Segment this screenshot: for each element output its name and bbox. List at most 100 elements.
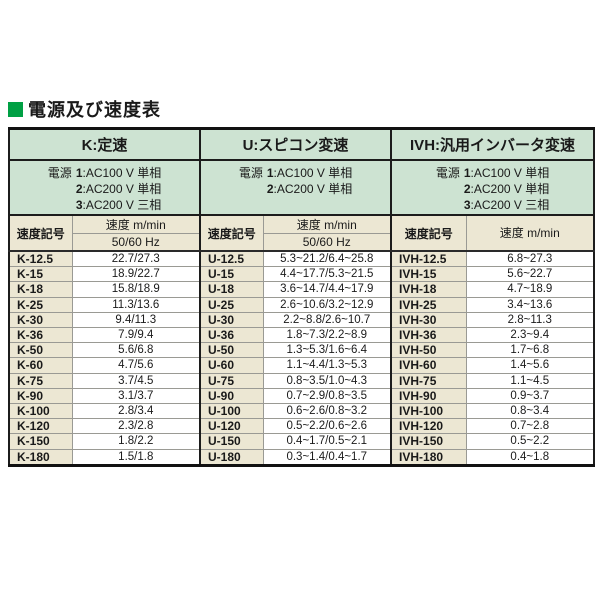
power-label: 電源 xyxy=(47,166,72,180)
speed-value-cell: 9.4/11.3 xyxy=(71,311,201,328)
speed-code-cell: U-25 xyxy=(199,296,264,313)
speed-column-header: 速度 m/min 50/60 Hz xyxy=(262,215,392,252)
speed-code-cell: K-60 xyxy=(9,357,72,374)
power-label: 電源 xyxy=(238,166,263,180)
table-row: K-120 2.3/2.8 U-120 0.5~2.2/0.6~2.6 IVH-120 0… xyxy=(9,418,595,434)
speed-value-cell: 4.4~17.7/5.3~21.5 xyxy=(262,266,392,282)
section-header-ivh: IVH:汎用インバータ変速 xyxy=(390,128,595,161)
speed-column-header: 速度 m/min 50/60 Hz xyxy=(71,215,201,252)
speed-code-cell: K-180 xyxy=(9,448,72,466)
speed-code-cell: IVH-50 xyxy=(390,342,467,358)
speed-value-cell: 1.1~4.4/1.3~5.3 xyxy=(262,357,392,374)
speed-code-cell: U-100 xyxy=(199,403,264,419)
speed-value-cell: 22.7/27.3 xyxy=(71,251,201,267)
speed-code-cell: U-30 xyxy=(199,311,264,328)
speed-value-cell: 2.3/2.8 xyxy=(71,418,201,434)
speed-value-cell: 2.8~11.3 xyxy=(465,311,595,328)
speed-code-cell: K-36 xyxy=(9,327,72,343)
speed-value-cell: 6.8~27.3 xyxy=(465,251,595,267)
power-cell-k: 電源 1:AC100 V 単相 2:AC200 V 単相 3:AC200 V 三… xyxy=(9,160,201,216)
speed-value-cell: 18.9/22.7 xyxy=(71,266,201,282)
speed-value-cell: 4.7~18.9 xyxy=(465,281,595,298)
power-options: 1:AC100 V 単相 2:AC200 V 単相 3:AC200 V 三相 xyxy=(75,166,162,212)
speed-code-cell: IVH-36 xyxy=(390,327,467,343)
speed-code-cell: IVH-100 xyxy=(390,403,467,419)
speed-code-cell: K-100 xyxy=(9,403,72,419)
speed-value-cell: 1.5/1.8 xyxy=(71,448,201,466)
speed-value-cell: 15.8/18.9 xyxy=(71,281,201,298)
speed-value-cell: 0.3~1.4/0.4~1.7 xyxy=(262,448,392,466)
speed-code-cell: U-60 xyxy=(199,357,264,374)
section-title: 電源及び速度表 xyxy=(8,96,593,122)
speed-value-cell: 0.7~2.8 xyxy=(465,418,595,434)
speed-value-cell: 3.1/3.7 xyxy=(71,387,201,404)
table-row: K-18 15.8/18.9 U-18 3.6~14.7/4.4~17.9 IVH-18… xyxy=(9,281,595,298)
section-header-row: K:定速 U:スピコン変速 IVH:汎用インバータ変速 xyxy=(9,128,595,161)
table-row: K-180 1.5/1.8 U-180 0.3~1.4/0.4~1.7 IVH-180 0… xyxy=(9,448,595,466)
page-title: 電源及び速度表 xyxy=(28,100,161,120)
power-speed-table: K:定速 U:スピコン変速 IVH:汎用インバータ変速 電源 1:AC100 V… xyxy=(8,127,596,467)
speed-value-cell: 0.5~2.2/0.6~2.6 xyxy=(262,418,392,434)
power-label: 電源 xyxy=(435,166,460,180)
speed-value-cell: 2.3~9.4 xyxy=(465,327,595,343)
code-column-header: 速度記号 xyxy=(9,215,72,252)
speed-value-cell: 5.3~21.2/6.4~25.8 xyxy=(262,251,392,267)
speed-value-cell: 3.7/4.5 xyxy=(71,372,201,389)
code-column-header: 速度記号 xyxy=(199,215,264,252)
power-supply-row: 電源 1:AC100 V 単相 2:AC200 V 単相 3:AC200 V 三… xyxy=(9,160,595,216)
table-row: K-12.5 22.7/27.3 U-12.5 5.3~21.2/6.4~25.8 IV… xyxy=(9,251,595,267)
table-row: K-15 18.9/22.7 U-15 4.4~17.7/5.3~21.5 IVH-15… xyxy=(9,266,595,282)
speed-code-cell: U-50 xyxy=(199,342,264,358)
power-options: 1:AC100 V 単相 2:AC200 V 単相 xyxy=(266,166,353,196)
table-body: K-12.5 22.7/27.3 U-12.5 5.3~21.2/6.4~25.8 IV… xyxy=(9,251,595,466)
table-row: K-25 11.3/13.6 U-25 2.6~10.6/3.2~12.9 IVH-25… xyxy=(9,296,595,313)
speed-code-cell: IVH-120 xyxy=(390,418,467,434)
speed-code-cell: U-18 xyxy=(199,281,264,298)
speed-code-cell: IVH-90 xyxy=(390,387,467,404)
speed-code-cell: K-18 xyxy=(9,281,72,298)
section-header-u: U:スピコン変速 xyxy=(199,128,392,161)
speed-value-cell: 11.3/13.6 xyxy=(71,296,201,313)
table-row: K-100 2.8/3.4 U-100 0.6~2.6/0.8~3.2 IVH-100 0… xyxy=(9,403,595,419)
speed-code-cell: IVH-18 xyxy=(390,281,467,298)
speed-code-cell: U-15 xyxy=(199,266,264,282)
table-row: K-36 7.9/9.4 U-36 1.8~7.3/2.2~8.9 IVH-36 2.3~… xyxy=(9,327,595,343)
speed-code-cell: IVH-12.5 xyxy=(390,251,467,267)
speed-value-cell: 1.1~4.5 xyxy=(465,372,595,389)
speed-code-cell: U-180 xyxy=(199,448,264,466)
speed-value-cell: 3.4~13.6 xyxy=(465,296,595,313)
speed-value-cell: 2.8/3.4 xyxy=(71,403,201,419)
speed-value-cell: 0.9~3.7 xyxy=(465,387,595,404)
speed-value-cell: 0.4~1.8 xyxy=(465,448,595,466)
speed-code-cell: K-30 xyxy=(9,311,72,328)
speed-code-cell: U-12.5 xyxy=(199,251,264,267)
speed-value-cell: 4.7/5.6 xyxy=(71,357,201,374)
speed-code-cell: K-50 xyxy=(9,342,72,358)
speed-code-cell: U-75 xyxy=(199,372,264,389)
speed-value-cell: 0.8~3.5/1.0~4.3 xyxy=(262,372,392,389)
table-row: K-90 3.1/3.7 U-90 0.7~2.9/0.8~3.5 IVH-90 0.9~… xyxy=(9,387,595,404)
speed-value-cell: 1.8~7.3/2.2~8.9 xyxy=(262,327,392,343)
speed-code-cell: U-36 xyxy=(199,327,264,343)
speed-value-cell: 1.7~6.8 xyxy=(465,342,595,358)
table-row: K-50 5.6/6.8 U-50 1.3~5.3/1.6~6.4 IVH-50 1.7~… xyxy=(9,342,595,358)
speed-code-cell: IVH-75 xyxy=(390,372,467,389)
table-row: K-150 1.8/2.2 U-150 0.4~1.7/0.5~2.1 IVH-150 0… xyxy=(9,433,595,450)
speed-code-cell: K-120 xyxy=(9,418,72,434)
speed-value-cell: 2.2~8.8/2.6~10.7 xyxy=(262,311,392,328)
speed-code-cell: U-120 xyxy=(199,418,264,434)
speed-value-cell: 0.5~2.2 xyxy=(465,433,595,450)
speed-value-cell: 1.8/2.2 xyxy=(71,433,201,450)
speed-code-cell: IVH-180 xyxy=(390,448,467,466)
speed-value-cell: 2.6~10.6/3.2~12.9 xyxy=(262,296,392,313)
speed-value-cell: 0.8~3.4 xyxy=(465,403,595,419)
speed-value-cell: 5.6/6.8 xyxy=(71,342,201,358)
catalog-page: 電源及び速度表 K:定速 U:スピコン変速 IVH:汎用インバータ変速 電源 1… xyxy=(8,96,596,467)
speed-code-cell: U-150 xyxy=(199,433,264,450)
speed-value-cell: 0.7~2.9/0.8~3.5 xyxy=(262,387,392,404)
speed-value-cell: 0.6~2.6/0.8~3.2 xyxy=(262,403,392,419)
speed-code-cell: IVH-60 xyxy=(390,357,467,374)
speed-code-cell: IVH-30 xyxy=(390,311,467,328)
speed-code-cell: K-15 xyxy=(9,266,72,282)
speed-value-cell: 5.6~22.7 xyxy=(465,266,595,282)
